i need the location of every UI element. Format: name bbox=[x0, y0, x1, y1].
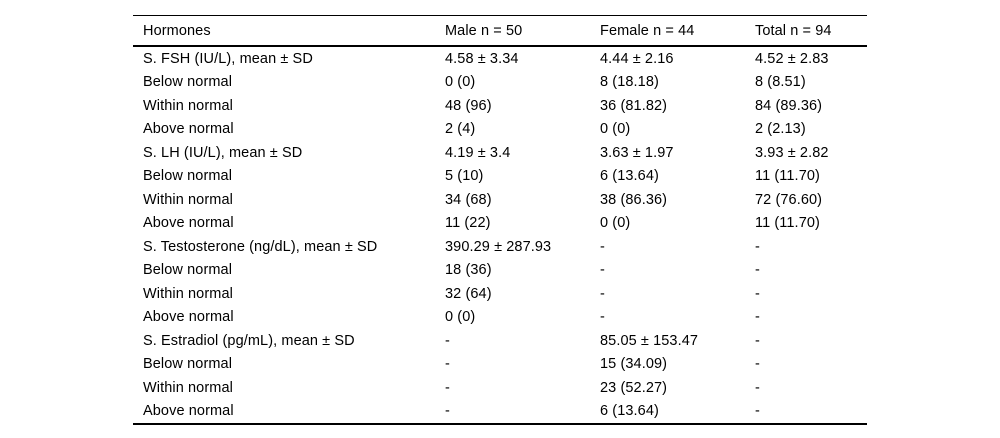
table-cell: Above normal bbox=[143, 215, 234, 232]
table-cell: 0 (0) bbox=[445, 309, 476, 326]
table-cell: 0 (0) bbox=[600, 121, 631, 138]
table-cell: - bbox=[755, 379, 760, 396]
table-cell: - bbox=[755, 262, 760, 279]
table-row: Above normal 11 (22) 0 (0) 11 (11.70) bbox=[133, 212, 867, 236]
table-cell: Below normal bbox=[143, 168, 233, 185]
column-header: Female n = 44 bbox=[600, 15, 755, 47]
table-row: S. Estradiol (pg/mL), mean ± SD - 85.05 ± … bbox=[133, 329, 867, 353]
table-cell: 36 (81.82) bbox=[600, 97, 668, 114]
table-cell: Within normal bbox=[143, 285, 233, 302]
table-cell: - bbox=[600, 309, 605, 326]
table-cell: 38 (86.36) bbox=[600, 191, 668, 208]
table-cell: - bbox=[600, 285, 605, 302]
table-cell: 11 (11.70) bbox=[755, 168, 820, 185]
column-header: Total n = 94 bbox=[755, 15, 867, 47]
table-row: Above normal - 6 (13.64) - bbox=[133, 400, 867, 425]
table-cell: - bbox=[445, 356, 450, 373]
table-cell: 6 (13.64) bbox=[600, 168, 659, 185]
table-cell: 2 (2.13) bbox=[755, 121, 806, 138]
table-cell: - bbox=[445, 403, 450, 420]
table-cell: 4.44 ± 2.16 bbox=[600, 50, 674, 67]
table-cell: 85.05 ± 153.47 bbox=[600, 332, 699, 349]
table-cell: S. Estradiol (pg/mL), mean ± SD bbox=[143, 332, 355, 349]
table-cell: 4.58 ± 3.34 bbox=[445, 50, 519, 67]
table-cell: Above normal bbox=[143, 121, 234, 138]
table-cell: 4.19 ± 3.4 bbox=[445, 144, 511, 161]
table-cell: Below normal bbox=[143, 74, 233, 91]
table-row: Within normal 34 (68) 38 (86.36) 72 (76.60) bbox=[133, 188, 867, 212]
table-row: Below normal 5 (10) 6 (13.64) 11 (11.70) bbox=[133, 165, 867, 189]
table-row: Below normal - 15 (34.09) - bbox=[133, 353, 867, 377]
table-cell: 15 (34.09) bbox=[600, 356, 668, 373]
table-cell: 23 (52.27) bbox=[600, 379, 668, 396]
column-header: Hormones bbox=[133, 15, 445, 47]
table-cell: - bbox=[755, 238, 760, 255]
table-cell: 5 (10) bbox=[445, 168, 484, 185]
table-row: S. Testosterone (ng/dL), mean ± SD 390.29… bbox=[133, 235, 867, 259]
table-row: Within normal 48 (96) 36 (81.82) 84 (89.36) bbox=[133, 94, 867, 118]
table-cell: - bbox=[600, 238, 605, 255]
table-cell: Within normal bbox=[143, 191, 233, 208]
table-row: Within normal - 23 (52.27) - bbox=[133, 376, 867, 400]
table-cell: Within normal bbox=[143, 379, 233, 396]
table-row: Above normal 0 (0) - - bbox=[133, 306, 867, 330]
table-cell: Below normal bbox=[143, 262, 233, 279]
table-row: Within normal 32 (64) - - bbox=[133, 282, 867, 306]
table-cell: 48 (96) bbox=[445, 97, 492, 114]
table-cell: - bbox=[445, 379, 450, 396]
table-cell: 390.29 ± 287.93 bbox=[445, 238, 552, 255]
table-row: S. LH (IU/L), mean ± SD 4.19 ± 3.4 3.63 ± … bbox=[133, 141, 867, 165]
table-cell: 8 (8.51) bbox=[755, 74, 806, 91]
table-cell: 6 (13.64) bbox=[600, 403, 659, 420]
table-cell: - bbox=[755, 309, 760, 326]
table-cell: 32 (64) bbox=[445, 285, 492, 302]
table-cell: - bbox=[755, 332, 760, 349]
table-cell: 4.52 ± 2.83 bbox=[755, 50, 829, 67]
table-row: S. FSH (IU/L), mean ± SD 4.58 ± 3.34 4.44 … bbox=[133, 46, 867, 71]
table-cell: S. FSH (IU/L), mean ± SD bbox=[143, 50, 313, 67]
table-cell: 8 (18.18) bbox=[600, 74, 659, 91]
table-body: S. FSH (IU/L), mean ± SD 4.58 ± 3.34 4.44 … bbox=[133, 46, 867, 424]
table-cell: 3.63 ± 1.97 bbox=[600, 144, 674, 161]
hormones-table: Hormones Male n = 50 Female n = 44 Total n … bbox=[133, 15, 867, 425]
table-cell: 18 (36) bbox=[445, 262, 492, 279]
table-cell: 2 (4) bbox=[445, 121, 476, 138]
table-row: Below normal 18 (36) - - bbox=[133, 259, 867, 283]
header-row: Hormones Male n = 50 Female n = 44 Total n … bbox=[133, 15, 867, 47]
table-cell: 0 (0) bbox=[445, 74, 476, 91]
table-cell: - bbox=[755, 403, 760, 420]
table-cell: 72 (76.60) bbox=[755, 191, 823, 208]
table-row: Above normal 2 (4) 0 (0) 2 (2.13) bbox=[133, 118, 867, 142]
table-cell: S. Testosterone (ng/dL), mean ± SD bbox=[143, 238, 378, 255]
table-cell: 34 (68) bbox=[445, 191, 492, 208]
table-row: Below normal 0 (0) 8 (18.18) 8 (8.51) bbox=[133, 71, 867, 95]
table-cell: Above normal bbox=[143, 309, 234, 326]
table-cell: - bbox=[600, 262, 605, 279]
table-cell: 11 (22) bbox=[445, 215, 491, 232]
table-cell: S. LH (IU/L), mean ± SD bbox=[143, 144, 303, 161]
table-cell: 0 (0) bbox=[600, 215, 631, 232]
table-cell: - bbox=[755, 285, 760, 302]
table-cell: Below normal bbox=[143, 356, 233, 373]
table-cell: 3.93 ± 2.82 bbox=[755, 144, 829, 161]
table-cell: Above normal bbox=[143, 403, 234, 420]
table-cell: 84 (89.36) bbox=[755, 97, 823, 114]
table-cell: Within normal bbox=[143, 97, 233, 114]
table-cell: - bbox=[755, 356, 760, 373]
table-cell: - bbox=[445, 332, 450, 349]
table-cell: 11 (11.70) bbox=[755, 215, 820, 232]
column-header: Male n = 50 bbox=[445, 15, 600, 47]
